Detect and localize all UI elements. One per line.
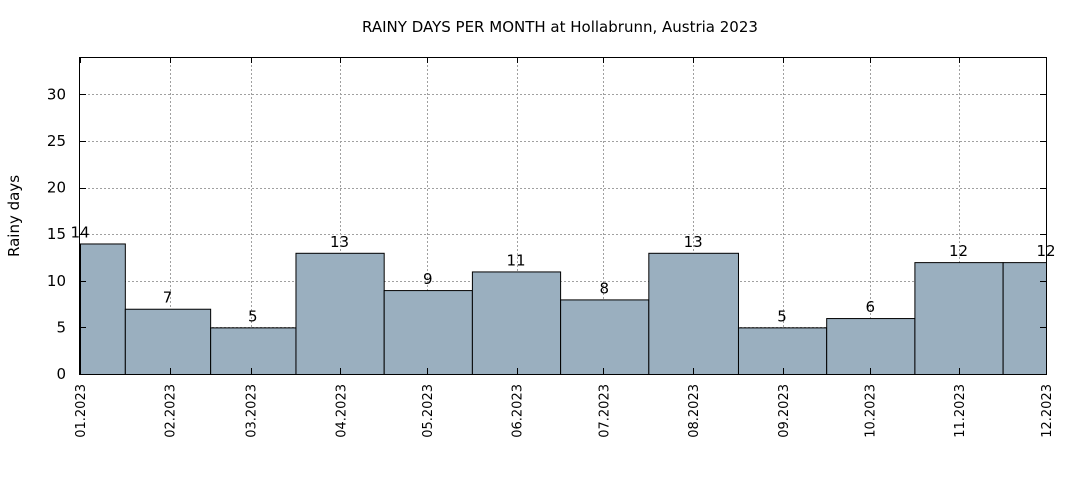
- x-tick-label: 12.2023: [1040, 384, 1055, 438]
- plot-frame: [79, 57, 1047, 375]
- data-label: 9: [423, 270, 433, 288]
- data-label: 13: [684, 233, 703, 251]
- x-tick-label: 11.2023: [953, 384, 968, 438]
- x-tick-label: 07.2023: [597, 384, 612, 438]
- data-label: 13: [330, 233, 349, 251]
- data-label: 5: [777, 307, 787, 325]
- y-tick-label: 30: [47, 85, 66, 103]
- bar: [383, 290, 473, 375]
- bar: [737, 327, 828, 375]
- data-label: 7: [163, 289, 173, 307]
- data-label: 12: [949, 242, 968, 260]
- bar: [648, 252, 739, 375]
- bar: [80, 243, 126, 375]
- data-label: 11: [506, 251, 525, 269]
- bar: [914, 262, 1004, 375]
- x-tick-label: 05.2023: [421, 384, 436, 438]
- x-tick-label: 10.2023: [864, 384, 879, 438]
- bar: [1002, 262, 1047, 375]
- y-tick-label: 0: [56, 365, 66, 383]
- data-label: 6: [866, 298, 876, 316]
- bar: [826, 318, 916, 376]
- bar: [560, 299, 650, 376]
- bar: [471, 271, 562, 375]
- x-tick-label: 02.2023: [164, 384, 179, 438]
- data-label: 5: [248, 307, 258, 325]
- y-axis-label: Rainy days: [5, 175, 23, 257]
- x-tick-label: 08.2023: [687, 384, 702, 438]
- y-tick-label: 10: [47, 272, 66, 290]
- bars-group: [80, 243, 1047, 376]
- data-label: 8: [599, 279, 609, 297]
- x-tick-label: 01.2023: [74, 384, 89, 438]
- y-tick-label: 25: [47, 132, 66, 150]
- bar: [124, 308, 212, 375]
- y-tick-label: 15: [47, 225, 66, 243]
- x-tick-label: 03.2023: [245, 384, 260, 438]
- y-tick-label: 20: [47, 179, 66, 197]
- y-tick-label: 5: [56, 318, 66, 336]
- bar: [210, 327, 297, 375]
- x-ticks-group: 01.2023 02.2023 03.2023 04.2023 05.2023 06.20…: [74, 57, 1055, 438]
- x-tick-label: 06.2023: [511, 384, 526, 438]
- bar: [295, 252, 385, 375]
- x-tick-label: 09.2023: [777, 384, 792, 438]
- x-tick-label: 04.2023: [334, 384, 349, 438]
- chart-title: RAINY DAYS PER MONTH at Hollabrunn, Aust…: [362, 18, 758, 36]
